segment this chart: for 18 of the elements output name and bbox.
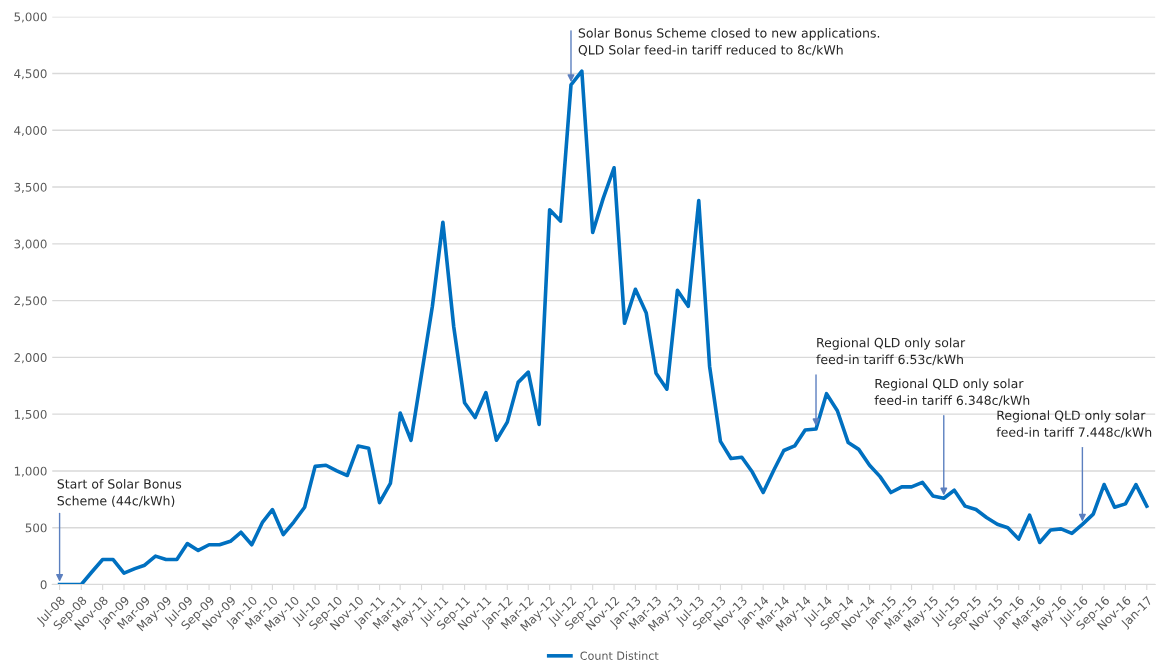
annotation: Regional QLD only solar feed-in tariff 6.348c/kWh [874,378,1030,407]
y-tick-label: 3,500 [14,182,47,193]
y-tick-label: 5,000 [14,12,47,23]
y-tick-label: 2,000 [14,353,47,364]
y-tick-label: 0 [40,580,47,590]
y-tick-label: 4,000 [14,125,47,137]
y-tick-label: 1,500 [14,409,47,421]
y-tick-label: 3,000 [14,239,47,250]
annotation: Regional QLD only solar feed-in tariff 7.448c/kWh [996,410,1152,438]
line-series [57,69,1149,585]
annotation: Start of Solar Bonus Scheme (44c/kWh) [57,478,182,507]
annotation: Solar Bonus Scheme closed to new applications. QLD Solar feed-in tariff reduced to 8c/kWh [578,28,880,57]
y-tick-label: 1,000 [14,466,47,477]
y-tick-label: 4,500 [14,69,47,80]
annotation: Regional QLD only solar feed-in tariff 6.53c/kWh [816,337,966,366]
y-tick-label: 2,500 [14,296,47,307]
y-tick-label: 500 [25,523,47,533]
legend-label: Count Distinct [580,651,659,660]
